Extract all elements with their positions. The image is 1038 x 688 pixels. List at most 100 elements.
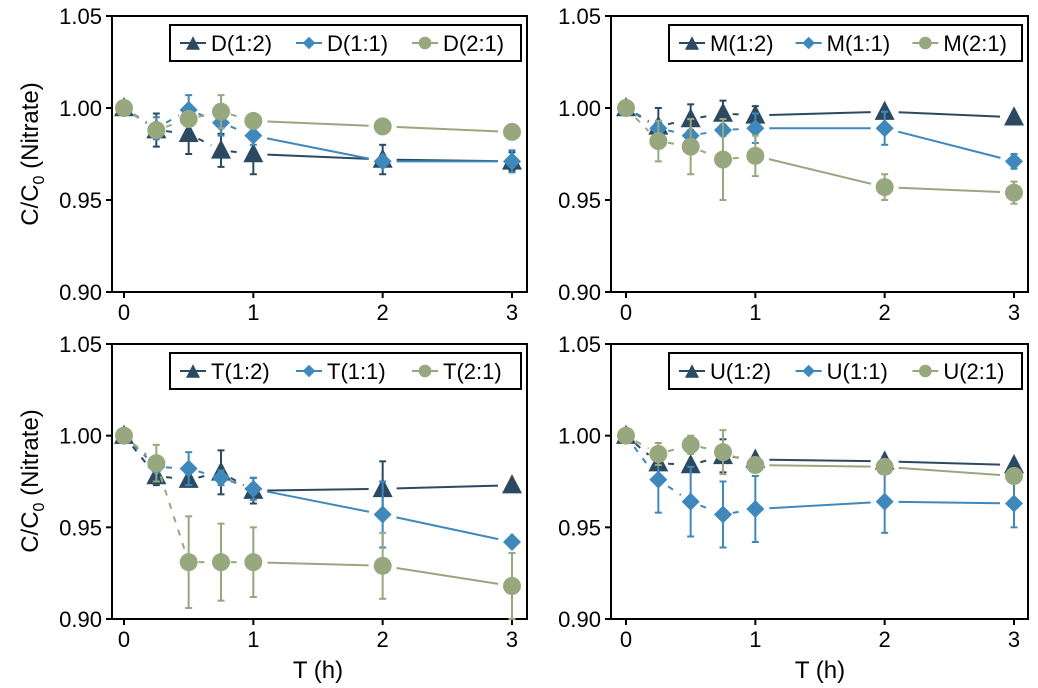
data-point xyxy=(680,454,701,474)
data-point xyxy=(1005,494,1023,513)
plot-frame xyxy=(111,343,528,620)
data-point xyxy=(1004,106,1024,126)
series-line-segment xyxy=(396,125,499,133)
x-tick-label: 0 xyxy=(620,300,632,325)
x-tick-label: 2 xyxy=(879,627,891,652)
series-line-segment xyxy=(267,120,369,127)
legend-label: D(1:1) xyxy=(327,31,388,56)
data-point xyxy=(178,122,199,143)
data-point xyxy=(503,152,521,171)
y-tick-label: 1.00 xyxy=(558,424,601,449)
x-tick-label: 3 xyxy=(1008,627,1020,652)
series-line-segment xyxy=(898,500,1001,505)
series-line-segment xyxy=(667,485,682,496)
x-tick-label: 2 xyxy=(879,300,891,325)
data-point xyxy=(875,457,894,476)
y-axis-title-top: C/C0 (Nitrate) xyxy=(17,82,48,226)
y-tick-label: 1.00 xyxy=(59,96,102,121)
series-line-segment xyxy=(700,130,714,135)
legend: T(1:2) T(1:1) T(2:1) xyxy=(169,352,522,390)
data-point xyxy=(212,468,230,487)
data-point xyxy=(373,505,392,524)
x-tick-label: 2 xyxy=(377,300,389,325)
data-point xyxy=(147,121,166,140)
series-line-segment xyxy=(699,504,714,512)
legend-label: T(2:1) xyxy=(443,359,502,384)
data-point xyxy=(243,143,264,163)
series-line-segment xyxy=(396,516,499,541)
series-line-segment xyxy=(165,121,180,128)
legend-marker-icon xyxy=(802,364,815,378)
y-tick-label: 0.95 xyxy=(59,515,102,540)
data-point xyxy=(179,459,198,478)
svg-text:C/C0 (Nitrate): C/C0 (Nitrate) xyxy=(17,82,48,226)
data-point xyxy=(617,426,635,445)
data-point xyxy=(680,108,701,128)
data-point xyxy=(115,426,133,445)
y-tick-label: 0.90 xyxy=(59,607,102,632)
series-line-segment xyxy=(165,114,180,124)
data-point xyxy=(875,178,894,197)
series-line-segment xyxy=(732,455,747,463)
data-point xyxy=(746,146,765,165)
series-line-segment xyxy=(667,129,682,135)
data-point xyxy=(147,454,166,473)
data-point xyxy=(874,100,895,120)
series-line-segment xyxy=(732,155,746,160)
series-U(1:1) xyxy=(617,426,1023,549)
legend-box xyxy=(668,352,1023,390)
legend-marker-icon xyxy=(302,364,316,378)
series-line-segment xyxy=(198,470,212,477)
series-D(1:1) xyxy=(115,94,521,174)
legend-label: T(1:2) xyxy=(211,359,270,384)
panel-bottom-left: 0.90 0.95 1.00 1.05 0 1 2 3 T(1:2) T(1:1) T(2:1) xyxy=(59,332,528,652)
series-line-segment xyxy=(230,125,245,133)
data-point xyxy=(244,126,263,145)
series-line-segment xyxy=(133,443,148,456)
series-line-segment xyxy=(898,466,1001,477)
y-tick-label: 0.95 xyxy=(59,188,102,213)
series-line-segment xyxy=(165,130,180,134)
series-line-segment xyxy=(230,480,244,487)
x-tick-label: 2 xyxy=(377,627,389,652)
x-tick-label: 1 xyxy=(749,627,761,652)
panel-top-right: 0.90 0.95 1.00 1.05 0 1 2 3 M(1:2) M(1:1) M(2:1) xyxy=(558,4,1029,325)
series-line-segment xyxy=(133,444,148,459)
data-point xyxy=(649,132,668,151)
series-U(2:1) xyxy=(617,426,1023,485)
series-line-segment xyxy=(667,141,682,146)
x-tick-label: 0 xyxy=(620,627,632,652)
series-line-segment xyxy=(700,457,714,464)
series-line-segment xyxy=(198,473,212,479)
data-point xyxy=(179,110,198,129)
series-U(1:2) xyxy=(616,424,1024,479)
series-M(1:2) xyxy=(616,97,1024,146)
series-line-segment xyxy=(898,186,1001,194)
x-tick-label: 1 xyxy=(749,300,761,325)
plot-frame xyxy=(610,343,1029,620)
series-line-segment xyxy=(667,462,682,466)
y-tick-label: 1.05 xyxy=(558,332,601,357)
data-point xyxy=(875,492,894,511)
data-point xyxy=(1005,183,1023,202)
data-point xyxy=(649,445,668,463)
y-tick-label: 1.00 xyxy=(59,424,102,449)
series-line-segment xyxy=(769,501,871,510)
legend-label: U(2:1) xyxy=(943,359,1004,384)
y-tick-label: 0.95 xyxy=(558,188,601,213)
x-tick-label: 3 xyxy=(1008,300,1020,325)
series-line-segment xyxy=(732,127,746,131)
series-line-segment xyxy=(266,490,370,513)
panel-bottom-right: 0.90 0.95 1.00 1.05 0 1 2 3 U(1:2) U(1:1) U(2:1) xyxy=(558,332,1029,652)
data-point xyxy=(212,553,230,572)
series-line-segment xyxy=(131,445,149,466)
data-point xyxy=(115,99,133,117)
series-line-segment xyxy=(635,440,650,450)
legend-marker-icon xyxy=(685,364,699,378)
y-tick-label: 0.90 xyxy=(558,280,601,305)
x-tick-label: 3 xyxy=(506,300,518,325)
series-line-segment xyxy=(197,137,212,147)
x-axis-title-left: T (h) xyxy=(293,657,343,684)
series-line-segment xyxy=(769,458,871,463)
y-tick-label: 0.90 xyxy=(59,280,102,305)
